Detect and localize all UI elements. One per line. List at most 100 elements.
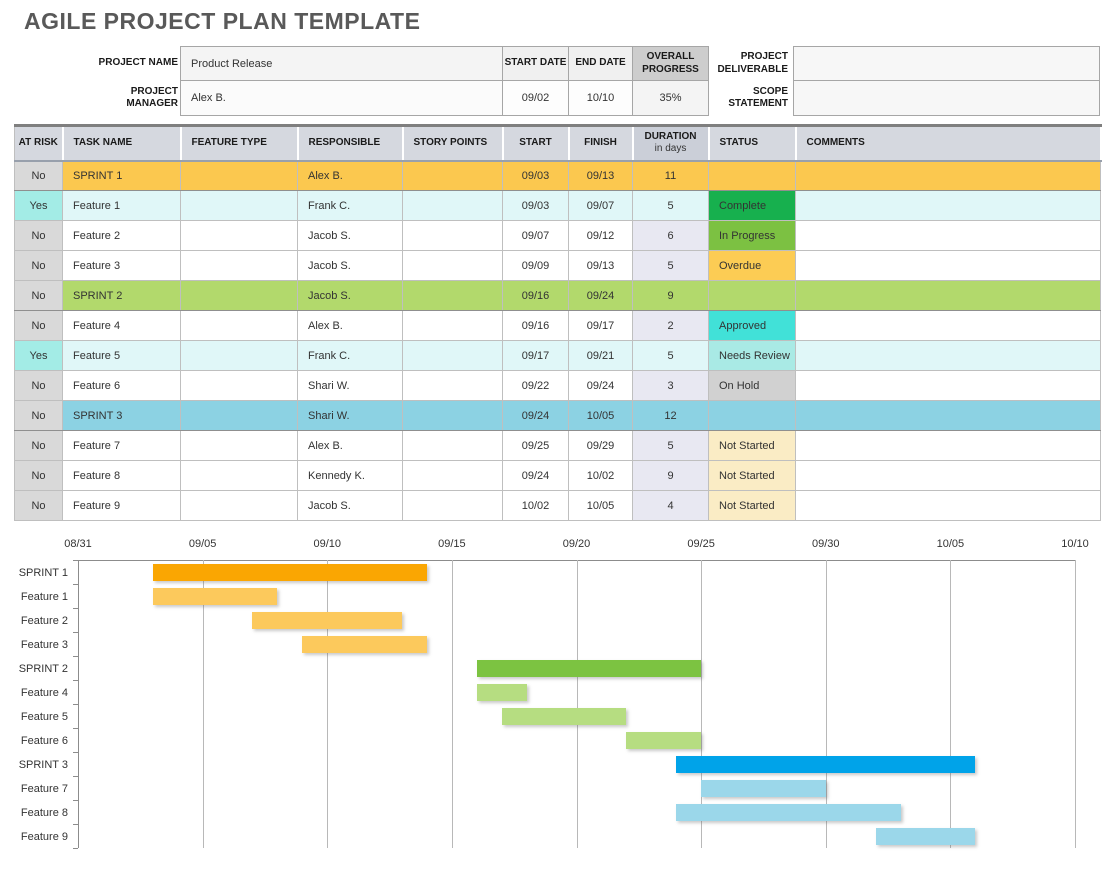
responsible-cell[interactable]: Shari W.: [297, 370, 403, 401]
duration-cell[interactable]: 5: [632, 190, 709, 221]
finish-cell[interactable]: 09/07: [568, 190, 633, 221]
responsible-cell[interactable]: Alex B.: [297, 430, 403, 461]
start-cell[interactable]: 09/16: [502, 280, 569, 311]
project-name-field[interactable]: Product Release: [180, 46, 503, 81]
story-points-cell[interactable]: [402, 280, 503, 311]
start-cell[interactable]: 09/07: [502, 220, 569, 251]
feature-type-cell[interactable]: [180, 280, 298, 311]
story-points-cell[interactable]: [402, 370, 503, 401]
responsible-cell[interactable]: Alex B.: [297, 310, 403, 341]
duration-cell[interactable]: 3: [632, 370, 709, 401]
at-risk-cell[interactable]: No: [14, 280, 63, 311]
status-cell[interactable]: Complete: [708, 190, 796, 221]
task-name-cell[interactable]: Feature 9: [62, 490, 181, 521]
start-cell[interactable]: 09/03: [502, 160, 569, 191]
task-name-cell[interactable]: SPRINT 3: [62, 400, 181, 431]
task-name-cell[interactable]: Feature 4: [62, 310, 181, 341]
status-cell[interactable]: [708, 160, 796, 191]
feature-type-cell[interactable]: [180, 370, 298, 401]
duration-cell[interactable]: 5: [632, 430, 709, 461]
story-points-cell[interactable]: [402, 490, 503, 521]
story-points-cell[interactable]: [402, 220, 503, 251]
status-cell[interactable]: Overdue: [708, 250, 796, 281]
at-risk-cell[interactable]: No: [14, 400, 63, 431]
finish-cell[interactable]: 10/05: [568, 400, 633, 431]
duration-cell[interactable]: 9: [632, 460, 709, 491]
status-cell[interactable]: On Hold: [708, 370, 796, 401]
responsible-cell[interactable]: Frank C.: [297, 190, 403, 221]
comments-cell[interactable]: [795, 460, 1101, 491]
story-points-cell[interactable]: [402, 340, 503, 371]
comments-cell[interactable]: [795, 340, 1101, 371]
feature-type-cell[interactable]: [180, 160, 298, 191]
finish-cell[interactable]: 09/29: [568, 430, 633, 461]
start-cell[interactable]: 09/03: [502, 190, 569, 221]
responsible-cell[interactable]: Jacob S.: [297, 250, 403, 281]
story-points-cell[interactable]: [402, 310, 503, 341]
feature-type-cell[interactable]: [180, 490, 298, 521]
start-cell[interactable]: 09/17: [502, 340, 569, 371]
responsible-cell[interactable]: Alex B.: [297, 160, 403, 191]
duration-cell[interactable]: 6: [632, 220, 709, 251]
at-risk-cell[interactable]: No: [14, 220, 63, 251]
responsible-cell[interactable]: Jacob S.: [297, 220, 403, 251]
finish-cell[interactable]: 09/21: [568, 340, 633, 371]
task-name-cell[interactable]: SPRINT 1: [62, 160, 181, 191]
feature-type-cell[interactable]: [180, 250, 298, 281]
status-cell[interactable]: Not Started: [708, 430, 796, 461]
feature-type-cell[interactable]: [180, 340, 298, 371]
start-cell[interactable]: 09/24: [502, 400, 569, 431]
project-manager-field[interactable]: Alex B.: [180, 80, 503, 116]
at-risk-cell[interactable]: Yes: [14, 190, 63, 221]
finish-cell[interactable]: 09/24: [568, 370, 633, 401]
status-cell[interactable]: Not Started: [708, 460, 796, 491]
at-risk-cell[interactable]: No: [14, 490, 63, 521]
start-date-value[interactable]: 09/02: [502, 80, 569, 116]
finish-cell[interactable]: 10/05: [568, 490, 633, 521]
story-points-cell[interactable]: [402, 460, 503, 491]
at-risk-cell[interactable]: No: [14, 160, 63, 191]
feature-type-cell[interactable]: [180, 310, 298, 341]
responsible-cell[interactable]: Shari W.: [297, 400, 403, 431]
status-cell[interactable]: In Progress: [708, 220, 796, 251]
scope-statement-field[interactable]: [793, 80, 1100, 116]
status-cell[interactable]: Not Started: [708, 490, 796, 521]
comments-cell[interactable]: [795, 190, 1101, 221]
start-cell[interactable]: 09/25: [502, 430, 569, 461]
start-cell[interactable]: 10/02: [502, 490, 569, 521]
task-name-cell[interactable]: SPRINT 2: [62, 280, 181, 311]
duration-cell[interactable]: 5: [632, 340, 709, 371]
comments-cell[interactable]: [795, 490, 1101, 521]
task-name-cell[interactable]: Feature 6: [62, 370, 181, 401]
feature-type-cell[interactable]: [180, 460, 298, 491]
task-name-cell[interactable]: Feature 5: [62, 340, 181, 371]
overall-progress-value[interactable]: 35%: [632, 80, 709, 116]
task-name-cell[interactable]: Feature 8: [62, 460, 181, 491]
start-cell[interactable]: 09/16: [502, 310, 569, 341]
start-cell[interactable]: 09/22: [502, 370, 569, 401]
duration-cell[interactable]: 2: [632, 310, 709, 341]
status-cell[interactable]: Approved: [708, 310, 796, 341]
comments-cell[interactable]: [795, 220, 1101, 251]
comments-cell[interactable]: [795, 250, 1101, 281]
responsible-cell[interactable]: Kennedy K.: [297, 460, 403, 491]
feature-type-cell[interactable]: [180, 430, 298, 461]
project-deliverable-field[interactable]: [793, 46, 1100, 81]
finish-cell[interactable]: 10/02: [568, 460, 633, 491]
task-name-cell[interactable]: Feature 2: [62, 220, 181, 251]
duration-cell[interactable]: 12: [632, 400, 709, 431]
feature-type-cell[interactable]: [180, 190, 298, 221]
story-points-cell[interactable]: [402, 400, 503, 431]
task-name-cell[interactable]: Feature 3: [62, 250, 181, 281]
finish-cell[interactable]: 09/24: [568, 280, 633, 311]
duration-cell[interactable]: 9: [632, 280, 709, 311]
feature-type-cell[interactable]: [180, 400, 298, 431]
story-points-cell[interactable]: [402, 160, 503, 191]
status-cell[interactable]: [708, 280, 796, 311]
at-risk-cell[interactable]: No: [14, 370, 63, 401]
task-name-cell[interactable]: Feature 7: [62, 430, 181, 461]
story-points-cell[interactable]: [402, 190, 503, 221]
finish-cell[interactable]: 09/13: [568, 160, 633, 191]
comments-cell[interactable]: [795, 310, 1101, 341]
responsible-cell[interactable]: Jacob S.: [297, 490, 403, 521]
